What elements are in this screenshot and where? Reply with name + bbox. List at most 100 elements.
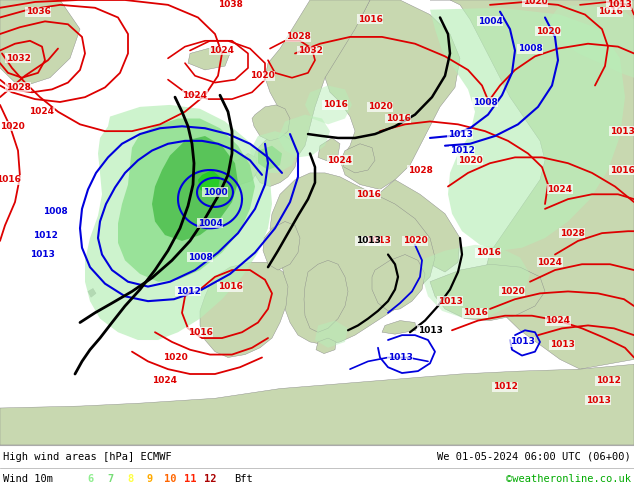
Text: 1024: 1024 [548,185,573,194]
Text: 1016: 1016 [476,248,500,257]
Text: 8: 8 [127,474,133,484]
Polygon shape [342,144,375,173]
Text: 1013: 1013 [30,250,55,259]
Polygon shape [372,254,425,311]
Polygon shape [152,136,238,241]
Text: 1020: 1020 [368,102,392,111]
Polygon shape [315,320,348,348]
Polygon shape [305,85,352,124]
Polygon shape [258,146,282,170]
Polygon shape [430,0,634,369]
Text: 12: 12 [204,474,216,484]
Text: 7: 7 [107,474,113,484]
Text: 1013: 1013 [550,341,574,349]
Text: 1016: 1016 [188,328,212,337]
Text: 1016: 1016 [217,282,242,291]
Text: 1004: 1004 [477,17,502,26]
Polygon shape [118,119,255,282]
Text: 1038: 1038 [217,0,242,9]
Text: 1013: 1013 [366,236,391,245]
Polygon shape [252,105,290,141]
Text: 1012: 1012 [32,231,58,240]
Text: 1013: 1013 [510,338,534,346]
Text: 1020: 1020 [403,236,427,245]
Text: 1012: 1012 [450,146,474,155]
Text: 1020: 1020 [500,287,524,296]
Text: 1013: 1013 [448,129,472,139]
Text: 1016: 1016 [463,308,488,318]
Text: 1013: 1013 [437,296,462,306]
Polygon shape [318,138,340,161]
Text: 1012: 1012 [595,376,621,385]
Text: We 01-05-2024 06:00 UTC (06+00): We 01-05-2024 06:00 UTC (06+00) [437,452,631,462]
Text: 1024: 1024 [545,316,571,325]
Text: 1024: 1024 [30,107,55,116]
Text: 1016: 1016 [358,15,382,24]
Text: 1016: 1016 [356,190,380,199]
Polygon shape [304,260,348,332]
Text: 6: 6 [87,474,93,484]
Text: 1000: 1000 [203,188,228,197]
Polygon shape [250,131,298,173]
Polygon shape [253,134,298,187]
Text: Wind 10m: Wind 10m [3,474,53,484]
Text: 1024: 1024 [328,156,353,165]
Text: 1016: 1016 [598,7,623,16]
Polygon shape [198,170,220,195]
Polygon shape [200,262,288,358]
Text: 1020: 1020 [250,71,275,80]
Text: Bft: Bft [234,474,253,484]
Polygon shape [270,173,435,345]
Text: 1028: 1028 [408,166,432,174]
Text: 1024: 1024 [153,376,178,385]
Text: 1032: 1032 [297,46,323,55]
Polygon shape [316,338,336,354]
Text: 1032: 1032 [6,54,30,63]
Text: 1013: 1013 [607,0,631,9]
Text: 1020: 1020 [163,353,188,362]
Text: 1028: 1028 [6,83,30,92]
Text: 1028: 1028 [285,32,311,42]
Polygon shape [188,47,230,70]
Text: 1020: 1020 [458,156,482,165]
Text: 1004: 1004 [198,219,223,228]
Text: 1020: 1020 [522,0,547,6]
Polygon shape [85,105,272,340]
Text: 1024: 1024 [209,46,235,55]
Text: 1008: 1008 [188,253,212,262]
Text: 1008: 1008 [472,98,498,106]
Text: 1013: 1013 [356,236,380,245]
Text: 1028: 1028 [560,229,585,238]
Text: ©weatheronline.co.uk: ©weatheronline.co.uk [506,474,631,484]
Polygon shape [430,264,545,320]
Polygon shape [325,0,460,190]
Text: 1012: 1012 [176,287,200,296]
Polygon shape [278,115,330,157]
Text: 9: 9 [147,474,153,484]
Text: 1013: 1013 [418,326,443,335]
Text: 1008: 1008 [42,207,67,216]
Polygon shape [228,153,258,185]
Text: High wind areas [hPa] ECMWF: High wind areas [hPa] ECMWF [3,452,172,462]
Text: 1012: 1012 [493,382,517,391]
Text: 1013: 1013 [586,396,611,405]
Text: 1013: 1013 [609,126,634,136]
Text: 1016: 1016 [323,100,347,109]
Polygon shape [265,0,370,165]
Text: 1016: 1016 [609,166,634,174]
Polygon shape [548,5,634,78]
Text: 1016: 1016 [385,114,410,123]
Text: 1020: 1020 [0,122,24,131]
Text: 1013: 1013 [387,353,413,362]
Text: 1008: 1008 [517,44,542,53]
Polygon shape [375,180,460,272]
Polygon shape [0,0,80,87]
Text: 1024: 1024 [183,91,207,99]
Polygon shape [263,221,300,270]
Polygon shape [430,8,625,250]
Polygon shape [382,320,416,334]
Polygon shape [420,245,530,318]
Polygon shape [0,364,634,445]
Text: 1036: 1036 [25,7,51,16]
Text: 1016: 1016 [0,175,20,184]
